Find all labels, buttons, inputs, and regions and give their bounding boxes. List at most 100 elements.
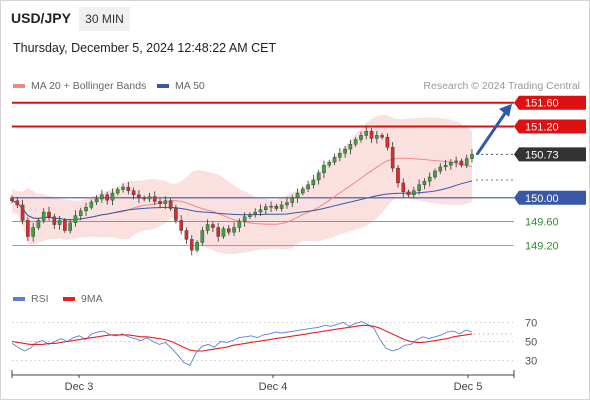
candle-body xyxy=(274,205,279,209)
candle-body xyxy=(142,197,146,200)
timeframe-button[interactable]: 30 MIN xyxy=(79,7,130,31)
candle-body xyxy=(184,230,189,240)
candle-body xyxy=(359,135,363,140)
candle-body xyxy=(78,210,83,216)
level-tag-151.20 xyxy=(514,119,586,134)
candle-body xyxy=(174,208,178,221)
candle-body xyxy=(226,228,231,233)
level-label-149.60: 149.60 xyxy=(525,217,559,229)
candle-body xyxy=(110,192,115,201)
candle-body xyxy=(248,214,252,218)
candle-body xyxy=(316,172,321,181)
candle-body xyxy=(216,227,220,237)
candle-body xyxy=(279,204,284,209)
candle-body xyxy=(433,170,437,178)
candle-body xyxy=(269,205,273,208)
candle-body xyxy=(412,190,416,196)
candle-body xyxy=(68,222,72,231)
candle-body xyxy=(205,224,210,231)
level-label-150.00: 150.00 xyxy=(525,193,559,205)
ma50-label: MA 50 xyxy=(175,80,205,92)
candle-body xyxy=(396,167,400,184)
candle-body xyxy=(264,206,268,210)
level-label-150.73: 150.73 xyxy=(525,149,559,161)
candle-body xyxy=(390,147,395,169)
candle-body xyxy=(200,230,205,243)
candle-body xyxy=(105,194,109,201)
candle-body xyxy=(26,220,30,237)
candle-body xyxy=(189,239,194,251)
candle-body xyxy=(20,204,25,221)
candle-body xyxy=(10,197,14,201)
candle-body xyxy=(253,211,258,215)
candle-body xyxy=(137,194,141,199)
candle-body xyxy=(131,190,136,196)
candle-body xyxy=(311,179,316,185)
candle-body xyxy=(332,157,337,163)
candle-body xyxy=(322,164,326,174)
candle-body xyxy=(417,184,421,191)
candle-body xyxy=(258,209,263,213)
candle-body xyxy=(348,144,353,150)
candle-body xyxy=(63,220,67,231)
rsi-tick-70: 70 xyxy=(525,318,537,330)
candle-body xyxy=(306,184,310,190)
candle-body xyxy=(221,228,226,237)
candle-body xyxy=(443,164,448,168)
candle-body xyxy=(459,160,464,166)
candle-body xyxy=(47,211,51,218)
candle-body xyxy=(147,196,152,200)
legend-rsi: RSI xyxy=(13,293,49,305)
rsi-label: RSI xyxy=(31,293,49,305)
candle-body xyxy=(52,216,57,225)
candle-body xyxy=(168,200,173,209)
candle-body xyxy=(327,161,332,166)
ma50-line xyxy=(11,180,473,221)
candle-body xyxy=(100,194,104,200)
x-tick-label: Dec 4 xyxy=(259,381,288,393)
candle-body xyxy=(121,186,125,190)
candle-body xyxy=(301,188,305,194)
candle-body xyxy=(422,180,427,185)
x-tick-label: Dec 3 xyxy=(65,381,94,393)
candle-body xyxy=(470,154,474,159)
candle-body xyxy=(290,197,295,203)
ma50-swatch xyxy=(157,84,169,88)
candle-body xyxy=(94,198,99,203)
candle-body xyxy=(242,216,247,222)
candle-body xyxy=(158,201,162,204)
candle-body xyxy=(237,221,242,228)
level-label-149.20: 149.20 xyxy=(525,240,559,252)
ma20-label: MA 20 + Bollinger Bands xyxy=(31,80,147,92)
forecast-arrow-head xyxy=(499,103,512,117)
candle-body xyxy=(427,176,432,182)
forecast-arrow-shaft xyxy=(475,111,508,156)
rsi-tick-50: 50 xyxy=(525,337,537,349)
level-label-151.20: 151.20 xyxy=(525,121,559,133)
candle-body xyxy=(449,161,453,166)
candle-body xyxy=(126,186,131,191)
legend-ma50: MA 50 xyxy=(157,80,205,92)
candle-body xyxy=(338,153,342,158)
candle-body xyxy=(364,131,369,136)
candle-body xyxy=(57,220,62,225)
candle-body xyxy=(89,201,94,208)
candle-body xyxy=(41,211,46,221)
rsi-9ma-line xyxy=(11,324,473,352)
candle-body xyxy=(15,200,20,206)
rsi-line xyxy=(11,321,473,366)
candle-body xyxy=(375,135,379,139)
rsi-swatch xyxy=(13,297,25,301)
candle-body xyxy=(84,207,88,212)
candle-body xyxy=(369,131,374,139)
ma9-label: 9MA xyxy=(81,293,103,305)
legend-ma20: MA 20 + Bollinger Bands xyxy=(13,80,146,92)
bollinger-band xyxy=(12,114,472,255)
candle-body xyxy=(31,227,35,237)
legend-9ma: 9MA xyxy=(63,293,103,305)
candle-body xyxy=(295,192,300,199)
level-tag-150.00 xyxy=(514,190,586,205)
candle-body xyxy=(406,191,411,196)
level-label-151.60: 151.60 xyxy=(525,98,559,110)
